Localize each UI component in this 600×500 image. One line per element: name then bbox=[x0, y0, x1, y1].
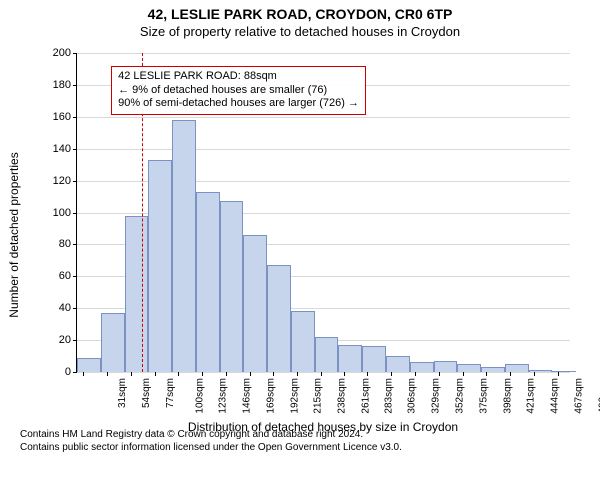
gridline bbox=[77, 149, 570, 150]
x-tick-mark bbox=[250, 372, 251, 376]
x-tick-mark bbox=[131, 372, 132, 376]
x-tick-label: 444sqm bbox=[550, 378, 561, 414]
x-tick-label: 306sqm bbox=[407, 378, 418, 414]
annotation-line-3: 90% of semi-detached houses are larger (… bbox=[118, 97, 359, 111]
histogram-bar bbox=[386, 356, 410, 372]
y-tick-label: 160 bbox=[53, 111, 71, 123]
histogram-bar bbox=[243, 235, 267, 372]
x-tick-label: 467sqm bbox=[573, 378, 584, 414]
y-tick-label: 0 bbox=[65, 366, 71, 378]
x-tick-label: 352sqm bbox=[455, 378, 466, 414]
histogram-bar bbox=[552, 371, 576, 372]
x-tick-label: 192sqm bbox=[289, 378, 300, 414]
gridline bbox=[77, 117, 570, 118]
y-tick-mark bbox=[73, 276, 77, 277]
x-tick-mark bbox=[202, 372, 203, 376]
x-tick-mark bbox=[486, 372, 487, 376]
annotation-line-1: 42 LESLIE PARK ROAD: 88sqm bbox=[118, 70, 359, 84]
footer-line-2: Contains public sector information licen… bbox=[20, 442, 580, 455]
x-tick-label: 169sqm bbox=[265, 378, 276, 414]
y-tick-mark bbox=[73, 85, 77, 86]
y-tick-mark bbox=[73, 308, 77, 309]
histogram-bar bbox=[315, 337, 339, 372]
y-tick-mark bbox=[73, 213, 77, 214]
y-tick-mark bbox=[73, 340, 77, 341]
x-tick-label: 283sqm bbox=[383, 378, 394, 414]
histogram-bar bbox=[457, 364, 481, 372]
x-tick-mark bbox=[344, 372, 345, 376]
x-tick-label: 31sqm bbox=[117, 378, 128, 408]
gridline bbox=[77, 53, 570, 54]
x-tick-label: 54sqm bbox=[141, 378, 152, 408]
y-tick-label: 60 bbox=[59, 270, 71, 282]
x-tick-mark bbox=[155, 372, 156, 376]
x-tick-mark bbox=[534, 372, 535, 376]
x-tick-label: 398sqm bbox=[502, 378, 513, 414]
x-tick-mark bbox=[391, 372, 392, 376]
x-tick-label: 421sqm bbox=[526, 378, 537, 414]
x-tick-label: 123sqm bbox=[218, 378, 229, 414]
x-tick-mark bbox=[297, 372, 298, 376]
title-sub: Size of property relative to detached ho… bbox=[0, 24, 600, 39]
y-tick-label: 80 bbox=[59, 238, 71, 250]
histogram-bar bbox=[220, 201, 244, 372]
x-tick-label: 375sqm bbox=[478, 378, 489, 414]
x-tick-label: 77sqm bbox=[165, 378, 176, 408]
histogram-bar bbox=[77, 358, 101, 372]
y-tick-label: 140 bbox=[53, 143, 71, 155]
histogram-bar bbox=[196, 192, 220, 372]
x-tick-mark bbox=[321, 372, 322, 376]
histogram-bar bbox=[148, 160, 172, 372]
annotation-line-2: ← 9% of detached houses are smaller (76) bbox=[118, 84, 359, 98]
y-tick-mark bbox=[73, 53, 77, 54]
gridline bbox=[77, 372, 570, 373]
y-tick-mark bbox=[73, 244, 77, 245]
histogram-bar bbox=[529, 370, 553, 372]
x-tick-mark bbox=[178, 372, 179, 376]
annotation-box: 42 LESLIE PARK ROAD: 88sqm← 9% of detach… bbox=[111, 66, 366, 115]
y-tick-mark bbox=[73, 181, 77, 182]
x-tick-label: 215sqm bbox=[313, 378, 324, 414]
histogram-bar bbox=[125, 216, 149, 372]
x-tick-mark bbox=[415, 372, 416, 376]
histogram-bar bbox=[410, 362, 434, 372]
histogram-bar bbox=[267, 265, 291, 372]
y-tick-label: 100 bbox=[53, 207, 71, 219]
x-tick-mark bbox=[107, 372, 108, 376]
histogram-bar bbox=[434, 361, 458, 372]
x-tick-label: 329sqm bbox=[431, 378, 442, 414]
y-tick-mark bbox=[73, 372, 77, 373]
y-tick-mark bbox=[73, 117, 77, 118]
histogram-bar bbox=[172, 120, 196, 372]
histogram-bar bbox=[101, 313, 125, 372]
x-tick-mark bbox=[83, 372, 84, 376]
x-tick-label: 146sqm bbox=[242, 378, 253, 414]
chart: Number of detached properties 0204060801… bbox=[20, 45, 580, 425]
x-tick-mark bbox=[463, 372, 464, 376]
histogram-bar bbox=[338, 345, 362, 372]
x-tick-mark bbox=[510, 372, 511, 376]
x-tick-mark bbox=[439, 372, 440, 376]
plot-area: 02040608010012014016018020031sqm54sqm77s… bbox=[76, 53, 570, 373]
y-tick-mark bbox=[73, 149, 77, 150]
histogram-bar bbox=[505, 364, 529, 372]
x-tick-mark bbox=[273, 372, 274, 376]
y-tick-label: 40 bbox=[59, 302, 71, 314]
y-axis-label: Number of detached properties bbox=[7, 152, 21, 317]
histogram-bar bbox=[481, 367, 505, 372]
y-tick-label: 120 bbox=[53, 175, 71, 187]
x-axis-label: Distribution of detached houses by size … bbox=[76, 420, 570, 434]
x-tick-mark bbox=[367, 372, 368, 376]
y-tick-label: 180 bbox=[53, 79, 71, 91]
y-tick-label: 20 bbox=[59, 334, 71, 346]
x-tick-label: 100sqm bbox=[194, 378, 205, 414]
x-tick-mark bbox=[558, 372, 559, 376]
title-main: 42, LESLIE PARK ROAD, CROYDON, CR0 6TP bbox=[0, 6, 600, 22]
y-tick-label: 200 bbox=[53, 47, 71, 59]
histogram-bar bbox=[362, 346, 386, 372]
x-tick-label: 238sqm bbox=[337, 378, 348, 414]
x-tick-mark bbox=[226, 372, 227, 376]
histogram-bar bbox=[291, 311, 315, 372]
x-tick-label: 261sqm bbox=[360, 378, 371, 414]
